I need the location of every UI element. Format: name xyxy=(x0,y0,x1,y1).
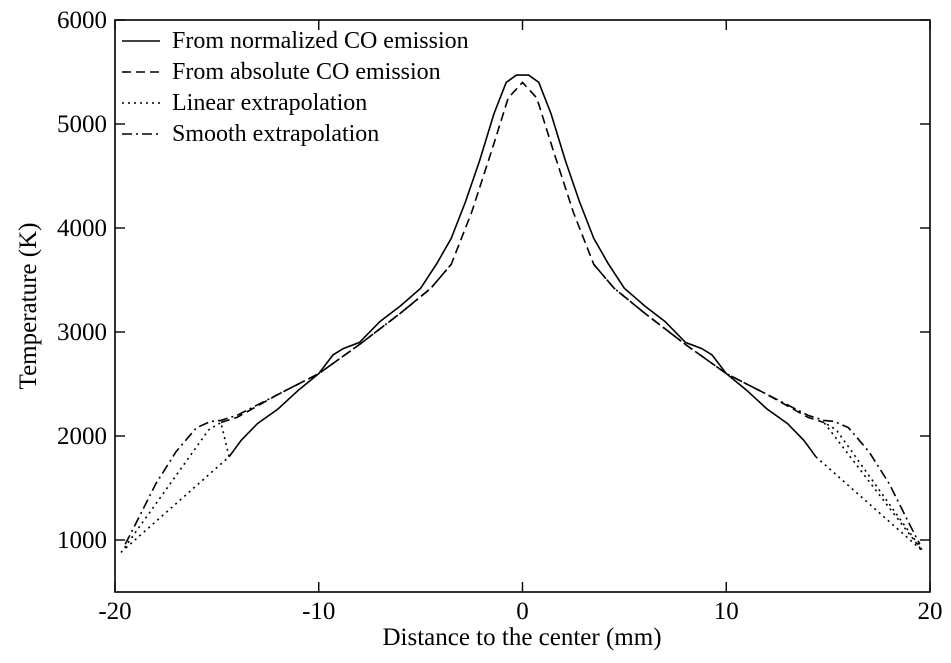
x-tick-label: -20 xyxy=(98,598,131,625)
legend-label: Smooth extrapolation xyxy=(172,121,379,147)
x-tick-label: 20 xyxy=(918,598,943,625)
legend: From normalized CO emission From absolute… xyxy=(122,28,469,147)
x-tick-label: 10 xyxy=(714,598,739,625)
y-tick-label: 1000 xyxy=(57,527,107,554)
y-tick-label: 4000 xyxy=(57,215,107,242)
x-ticks: -20 -10 0 10 20 xyxy=(98,20,943,625)
series-layer xyxy=(120,74,925,553)
y-tick-label: 6000 xyxy=(57,7,107,34)
y-tick-label: 2000 xyxy=(57,423,107,450)
series-line-4 xyxy=(124,263,452,545)
x-tick-label: 0 xyxy=(516,598,529,625)
x-tick-label: -10 xyxy=(302,598,335,625)
legend-label: From absolute CO emission xyxy=(172,59,441,85)
y-axis-label: Temperature (K) xyxy=(15,223,42,390)
series-line-3-right xyxy=(815,421,925,553)
x-axis-label: Distance to the center (mm) xyxy=(382,624,661,651)
legend-label: From normalized CO emission xyxy=(172,28,469,54)
series-line-1 xyxy=(228,74,817,458)
y-ticks: 1000 2000 3000 4000 5000 6000 xyxy=(57,7,930,554)
series-line-4-right xyxy=(593,263,921,545)
legend-label: Linear extrapolation xyxy=(172,90,367,116)
y-tick-label: 3000 xyxy=(57,319,107,346)
y-tick-label: 5000 xyxy=(57,111,107,138)
series-line-3 xyxy=(120,421,230,553)
